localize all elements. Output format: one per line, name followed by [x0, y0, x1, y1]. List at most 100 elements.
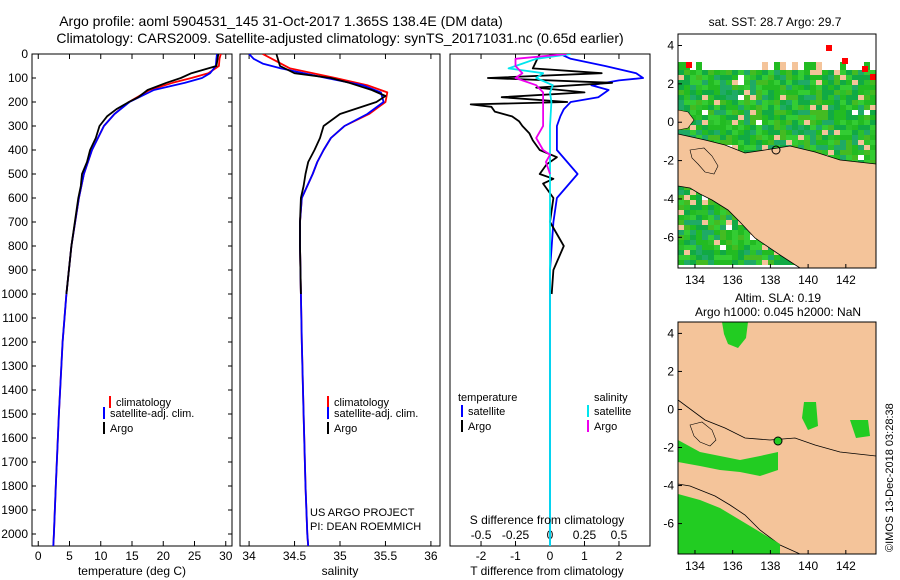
imos-timestamp: ©IMOS 13-Dec-2018 03:28:38 [884, 403, 896, 552]
sla-map-area [678, 322, 876, 554]
sst-cell [774, 145, 780, 150]
sla-map-panel: Altim. SLA: 0.19 Argo h1000: 0.045 h2000… [663, 291, 877, 573]
sst-cell [774, 120, 780, 125]
sst-cell [744, 255, 750, 260]
depth-tick-label: 1400 [1, 383, 28, 397]
sst-cell [762, 110, 768, 115]
sst-cell [828, 95, 834, 100]
sst-cell [684, 105, 690, 110]
sst-cell [708, 220, 714, 225]
sst-cell [756, 130, 762, 135]
sst-cell [720, 140, 726, 145]
sst-cell [684, 255, 690, 260]
sst-cell [816, 120, 822, 125]
depth-tick-label: 200 [8, 95, 28, 109]
map-lat-label: 0 [667, 402, 674, 416]
sst-hot-cell [842, 58, 848, 64]
sst-cell [738, 125, 744, 130]
difference-legend: temperature satellite Argo salinity sate… [458, 392, 631, 433]
depth-tick-label: 1900 [1, 503, 28, 517]
sst-cell [696, 85, 702, 90]
difference-lines [469, 54, 644, 546]
sst-cell [708, 120, 714, 125]
sst-cell [852, 140, 858, 145]
sst-cell [744, 230, 750, 235]
salinity-argo-line [275, 54, 387, 295]
island-landmass [689, 147, 719, 175]
x-tick-label: 20 [157, 549, 171, 563]
depth-tick-label: 1200 [1, 335, 28, 349]
sst-cell [690, 225, 696, 230]
sst-cell [834, 120, 840, 125]
sst-cell [696, 105, 702, 110]
sst-cell [870, 95, 876, 100]
depth-tick-label: 300 [8, 119, 28, 133]
temperature-argo-line [65, 54, 220, 295]
sst-cell [756, 85, 762, 90]
sst-cell [744, 260, 750, 265]
sst-cell [702, 80, 708, 85]
sst-cell [678, 225, 684, 230]
sst-cell [702, 110, 708, 115]
sst-cell [726, 210, 732, 215]
sla-map-title-line1: Altim. SLA: 0.19 [735, 291, 821, 305]
sst-cell [864, 150, 870, 155]
sst-cell [840, 135, 846, 140]
sst-cell [696, 110, 702, 115]
sst-cell [720, 240, 726, 245]
sst-cell [774, 62, 780, 70]
legend-label-t-satellite: satellite [468, 406, 505, 418]
sst-cell [846, 135, 852, 140]
sst-cell [696, 100, 702, 105]
sst-cell [678, 250, 684, 255]
sst-cell [822, 145, 828, 150]
sst-cell [684, 250, 690, 255]
sst-cell [684, 195, 690, 200]
s-difference-xlabel: S difference from climatology [470, 513, 625, 527]
sst-cell [870, 80, 876, 85]
map-lon-label: 140 [798, 559, 818, 573]
sst-cell [726, 225, 732, 230]
sst-cell [870, 135, 876, 140]
sst-cell [684, 260, 690, 265]
sst-cell [840, 155, 846, 160]
sst-cell [738, 110, 744, 115]
sst-cell [714, 225, 720, 230]
sst-cell [786, 120, 792, 125]
sst-cell [816, 115, 822, 120]
sst-cell [822, 120, 828, 125]
sst-cell [726, 120, 732, 125]
sst-cell [816, 105, 822, 110]
sst-cell [732, 95, 738, 100]
sst-cell [762, 100, 768, 105]
sst-cell [714, 75, 720, 80]
sst-cell [744, 250, 750, 255]
sst-cell [822, 80, 828, 85]
sst-cell [708, 260, 714, 265]
sst-cell [726, 70, 732, 75]
sst-cell [822, 130, 828, 135]
sst-cell [738, 80, 744, 85]
sst-cell [792, 100, 798, 105]
sst-cell [720, 130, 726, 135]
sst-cell [738, 260, 744, 265]
sst-cell [744, 125, 750, 130]
sst-cell [810, 140, 816, 145]
sst-cell [786, 110, 792, 115]
sst-cell [804, 140, 810, 145]
sst-cell [798, 120, 804, 125]
map-lat-label: -6 [663, 230, 674, 244]
sst-cell [684, 245, 690, 250]
sst-cell [780, 75, 786, 80]
sst-cell [810, 115, 816, 120]
s-tick-label: 0.25 [573, 528, 597, 542]
sst-cell [702, 95, 708, 100]
sst-cell [702, 135, 708, 140]
sst-cell [840, 105, 846, 110]
sst-cell [762, 70, 768, 75]
depth-tick-label: 2000 [1, 527, 28, 541]
sst-cell [810, 62, 816, 70]
sst-cell [708, 245, 714, 250]
x-tick-label: 34 [242, 549, 256, 563]
x-tick-label: 1 [581, 549, 588, 563]
